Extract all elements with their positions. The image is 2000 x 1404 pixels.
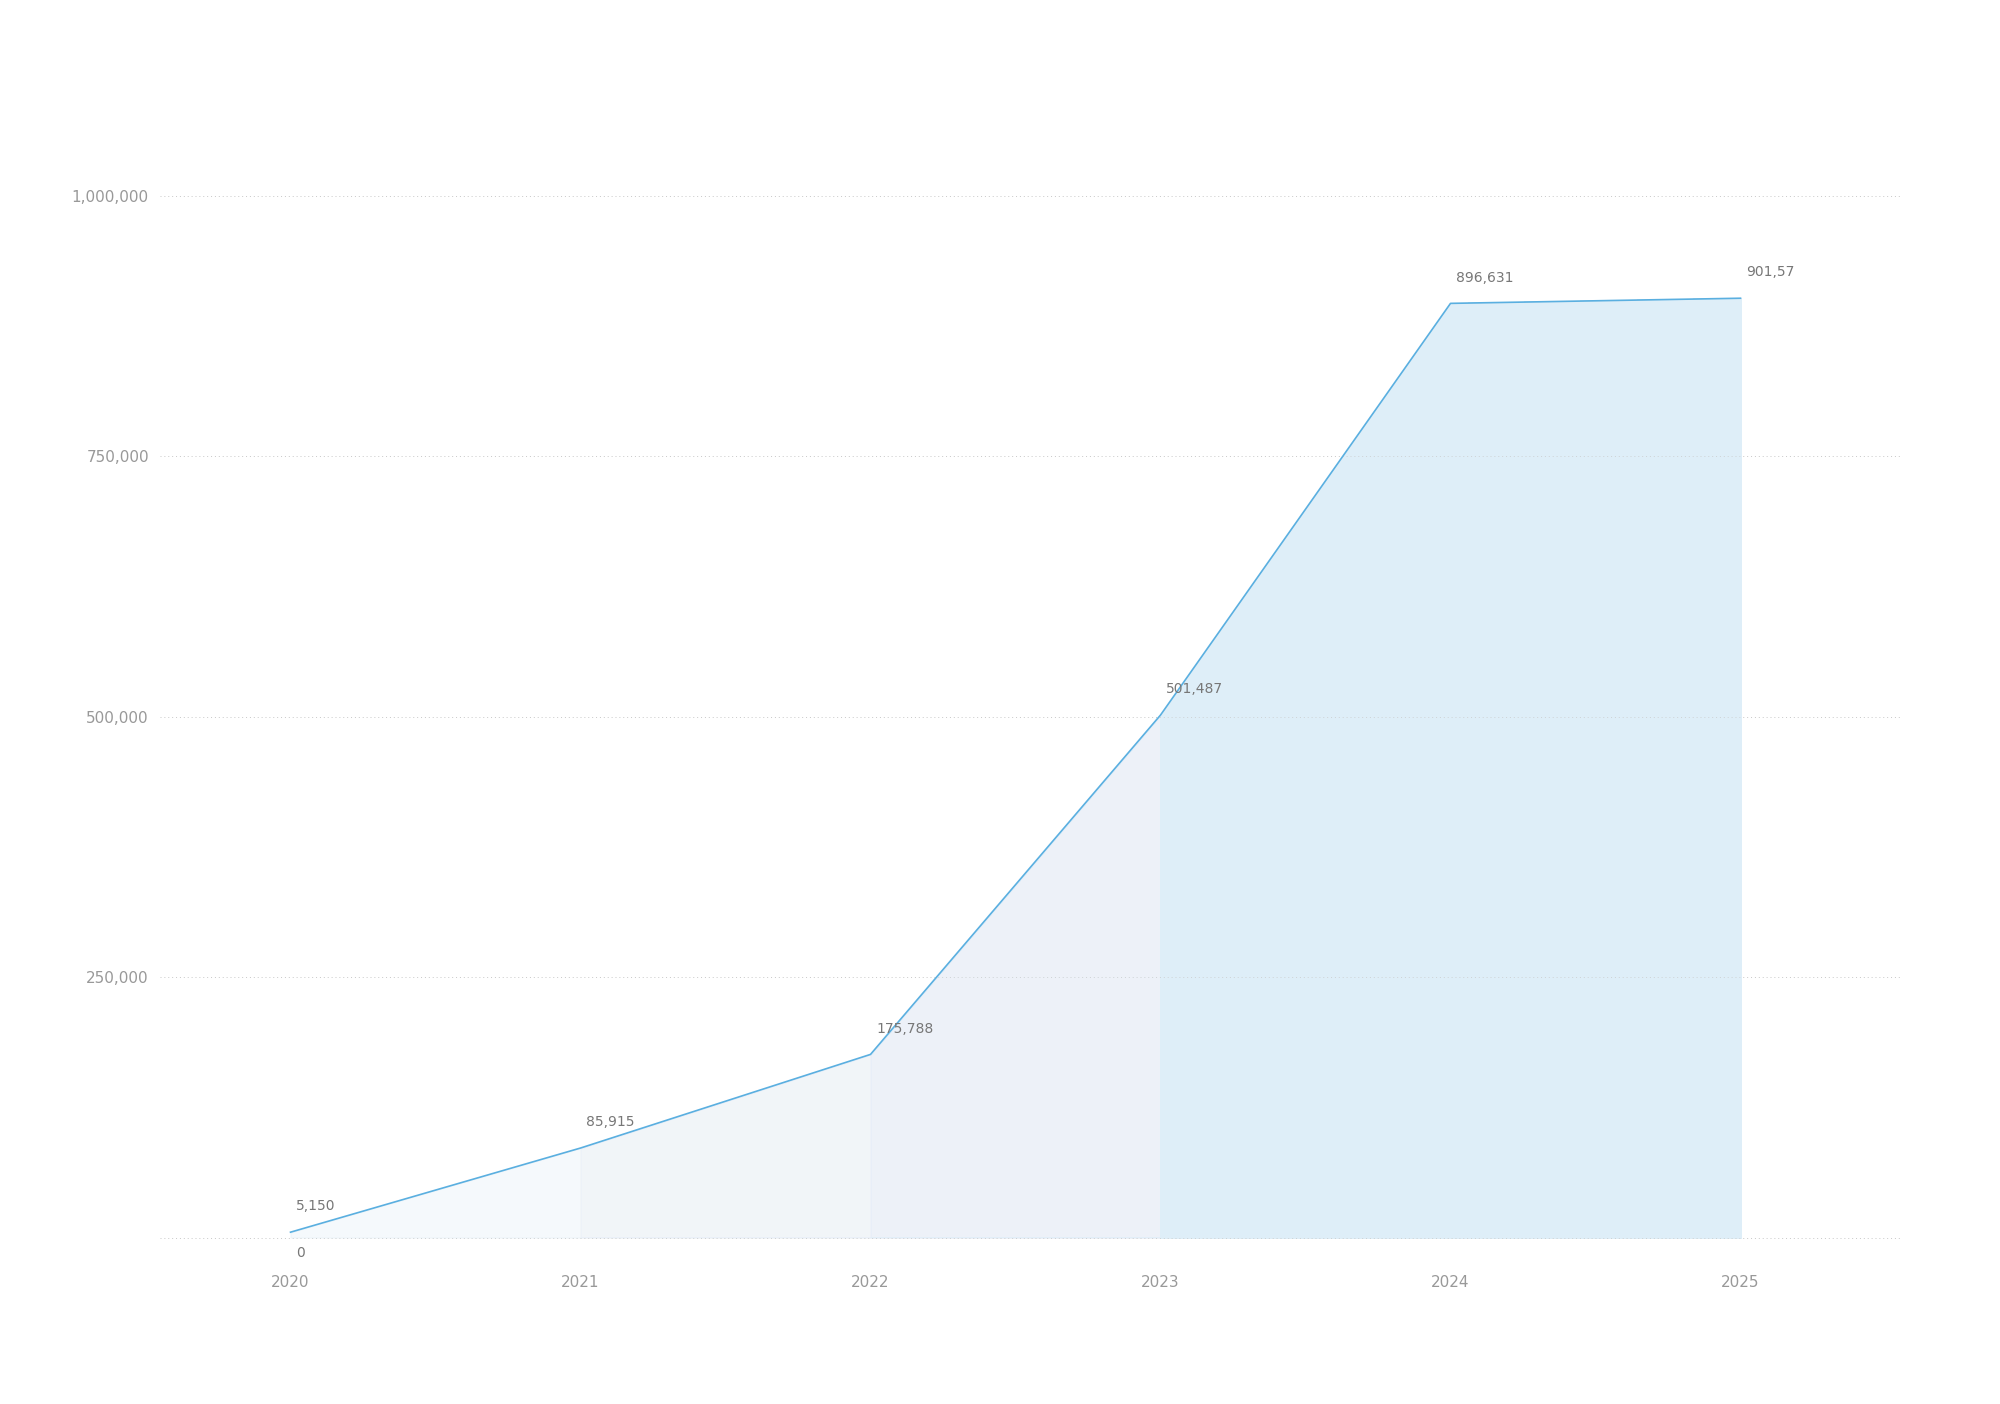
Text: 901,57: 901,57 [1746, 265, 1794, 279]
Text: 896,631: 896,631 [1456, 271, 1514, 285]
Text: 501,487: 501,487 [1166, 682, 1224, 696]
Text: 0: 0 [296, 1245, 306, 1259]
Text: 5,150: 5,150 [296, 1199, 336, 1213]
Text: 175,788: 175,788 [876, 1022, 934, 1036]
Text: 85,915: 85,915 [586, 1115, 634, 1129]
